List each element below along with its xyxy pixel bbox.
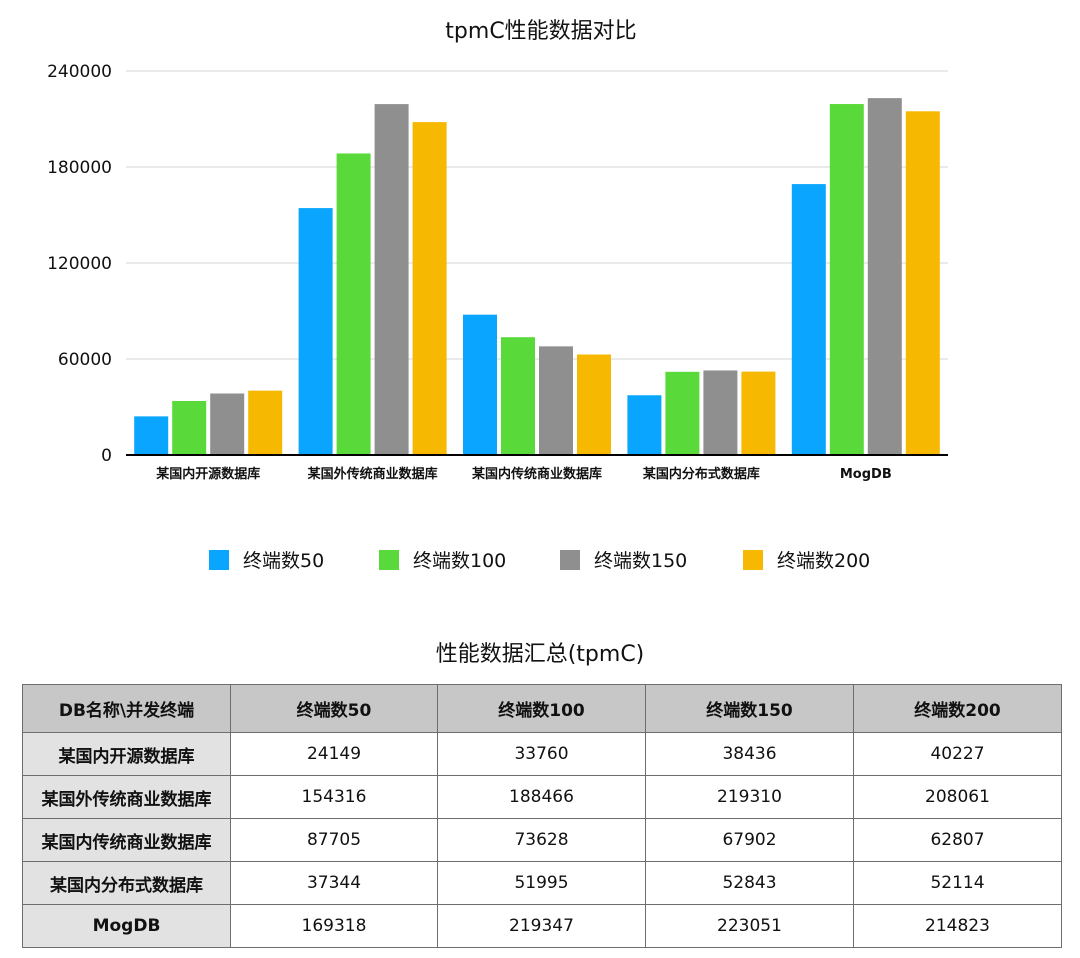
bar [791, 184, 826, 456]
legend-label: 终端数150 [594, 550, 687, 572]
table-cell: 87705 [230, 818, 438, 862]
bar [829, 104, 864, 455]
bar [501, 337, 535, 455]
table-row: 某国内开源数据库 24149 33760 38436 40227 [22, 732, 1062, 776]
header-cell: 终端数50 [230, 684, 438, 733]
x-category-label: 某国内分布式数据库 [642, 466, 760, 482]
legend-swatch [743, 550, 763, 570]
table-row: 某国外传统商业数据库 154316 188466 219310 208061 [22, 775, 1062, 819]
row-label: 某国内传统商业数据库 [22, 818, 231, 862]
table-cell: 169318 [230, 904, 438, 948]
summary-table: DB名称\并发终端 终端数50 终端数100 终端数150 终端数200 某国内… [22, 684, 1062, 948]
table-cell: 214823 [853, 904, 1062, 948]
table-cell: 51995 [437, 861, 646, 905]
legend-swatch [209, 550, 229, 570]
x-axis-categories: 某国内开源数据库 某国外传统商业数据库 某国内传统商业数据库 某国内分布式数据库 Mog… [155, 466, 892, 482]
row-label: MogDB [22, 904, 231, 948]
y-tick-label: 180000 [47, 158, 112, 178]
y-tick-label: 240000 [47, 62, 112, 82]
bar [741, 371, 776, 455]
bar [412, 122, 447, 455]
x-category-label: 某国内开源数据库 [155, 466, 260, 482]
table-cell: 188466 [437, 775, 646, 819]
table-row: MogDB 169318 219347 223051 214823 [22, 904, 1062, 948]
header-cell: DB名称\并发终端 [22, 684, 231, 733]
bar [298, 208, 333, 455]
bar [703, 370, 738, 455]
table-cell: 219310 [645, 775, 854, 819]
bar [374, 104, 409, 455]
table-cell: 219347 [437, 904, 646, 948]
bar-chart: tpmC性能数据对比 0 60000 120000 180000 240000 某国内开… [47, 19, 948, 572]
table-cell: 154316 [230, 775, 438, 819]
bar [336, 153, 371, 455]
table-cell: 73628 [437, 818, 646, 862]
bar [248, 390, 283, 455]
table-header-row: DB名称\并发终端 终端数50 终端数100 终端数150 终端数200 [22, 684, 1062, 733]
y-axis-ticks: 0 60000 120000 180000 240000 [47, 62, 112, 466]
row-label: 某国内开源数据库 [22, 732, 231, 776]
table-cell: 223051 [645, 904, 854, 948]
table-cell: 40227 [853, 732, 1062, 776]
chart-title: tpmC性能数据对比 [445, 19, 636, 44]
bar [867, 98, 902, 455]
bar [577, 354, 611, 455]
table-cell: 62807 [853, 818, 1062, 862]
legend-label: 终端数200 [777, 550, 870, 572]
legend-swatch [560, 550, 580, 570]
bars [134, 98, 940, 456]
bar [172, 400, 207, 455]
bar [665, 371, 700, 455]
table-cell: 37344 [230, 861, 438, 905]
y-tick-label: 0 [101, 446, 112, 466]
bar [627, 395, 662, 455]
header-cell: 终端数200 [853, 684, 1062, 733]
y-tick-label: 60000 [58, 350, 112, 370]
table-cell: 33760 [437, 732, 646, 776]
table-cell: 24149 [230, 732, 438, 776]
table-row: 某国内分布式数据库 37344 51995 52843 52114 [22, 861, 1062, 905]
table-row: 某国内传统商业数据库 87705 73628 67902 62807 [22, 818, 1062, 862]
x-category-label: MogDB [840, 467, 892, 482]
row-label: 某国外传统商业数据库 [22, 775, 231, 819]
y-tick-label: 120000 [47, 254, 112, 274]
x-category-label: 某国外传统商业数据库 [307, 466, 438, 482]
table-cell: 208061 [853, 775, 1062, 819]
row-label: 某国内分布式数据库 [22, 861, 231, 905]
bar [134, 416, 169, 455]
bar [210, 393, 245, 455]
legend-label: 终端数50 [243, 550, 324, 572]
header-cell: 终端数150 [645, 684, 854, 733]
legend-label: 终端数100 [413, 550, 506, 572]
x-category-label: 某国内传统商业数据库 [471, 466, 602, 482]
table-cell: 38436 [645, 732, 854, 776]
legend: 终端数50 终端数100 终端数150 终端数200 [209, 550, 870, 572]
bar [463, 314, 497, 455]
header-cell: 终端数100 [437, 684, 646, 733]
legend-swatch [379, 550, 399, 570]
table-cell: 52114 [853, 861, 1062, 905]
table-title: 性能数据汇总(tpmC) [435, 642, 645, 667]
bar [539, 346, 573, 455]
bar [905, 111, 940, 455]
table-cell: 67902 [645, 818, 854, 862]
table-cell: 52843 [645, 861, 854, 905]
